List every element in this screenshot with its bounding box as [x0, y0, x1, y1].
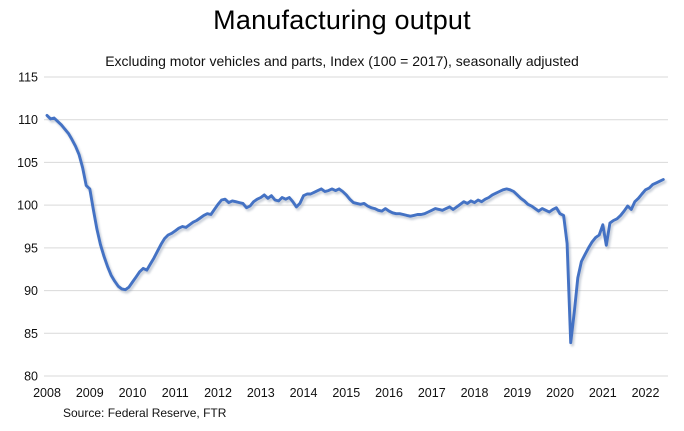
x-tick-label: 2021 [589, 386, 617, 400]
x-tick-label: 2016 [375, 386, 403, 400]
source-note: Source: Federal Reserve, FTR [63, 406, 227, 420]
y-tick-label: 85 [24, 327, 38, 341]
gridlines [44, 76, 668, 377]
series-line [45, 113, 665, 345]
y-tick-label: 105 [17, 156, 38, 170]
x-tick-label: 2017 [418, 386, 446, 400]
x-tick-label: 2019 [503, 386, 531, 400]
y-axis-labels: 115 110 105 100 95 90 85 80 [17, 71, 38, 384]
y-tick-label: 100 [17, 199, 38, 213]
x-axis-labels: 2008 2009 2010 2011 2012 2013 2014 2015 2016 2017… [33, 386, 659, 400]
x-tick-label: 2010 [119, 386, 147, 400]
x-tick-label: 2020 [546, 386, 574, 400]
y-tick-label: 110 [18, 113, 38, 127]
y-tick-label: 115 [18, 71, 38, 85]
chart-subtitle: Excluding motor vehicles and parts, Inde… [105, 53, 579, 69]
y-tick-label: 80 [24, 370, 38, 384]
y-tick-label: 95 [24, 241, 38, 255]
series-line-shadow [47, 116, 667, 347]
x-tick-label: 2014 [290, 386, 318, 400]
x-tick-label: 2013 [247, 386, 275, 400]
x-tick-label: 2022 [632, 386, 660, 400]
x-tick-label: 2009 [76, 386, 104, 400]
x-tick-label: 2012 [204, 386, 232, 400]
x-tick-label: 2011 [162, 386, 189, 400]
chart-title: Manufacturing output [213, 5, 471, 35]
data-series [45, 113, 667, 347]
x-tick-label: 2015 [332, 386, 360, 400]
x-tick-label: 2008 [33, 386, 61, 400]
x-tick-label: 2018 [461, 386, 489, 400]
y-tick-label: 90 [24, 284, 38, 298]
